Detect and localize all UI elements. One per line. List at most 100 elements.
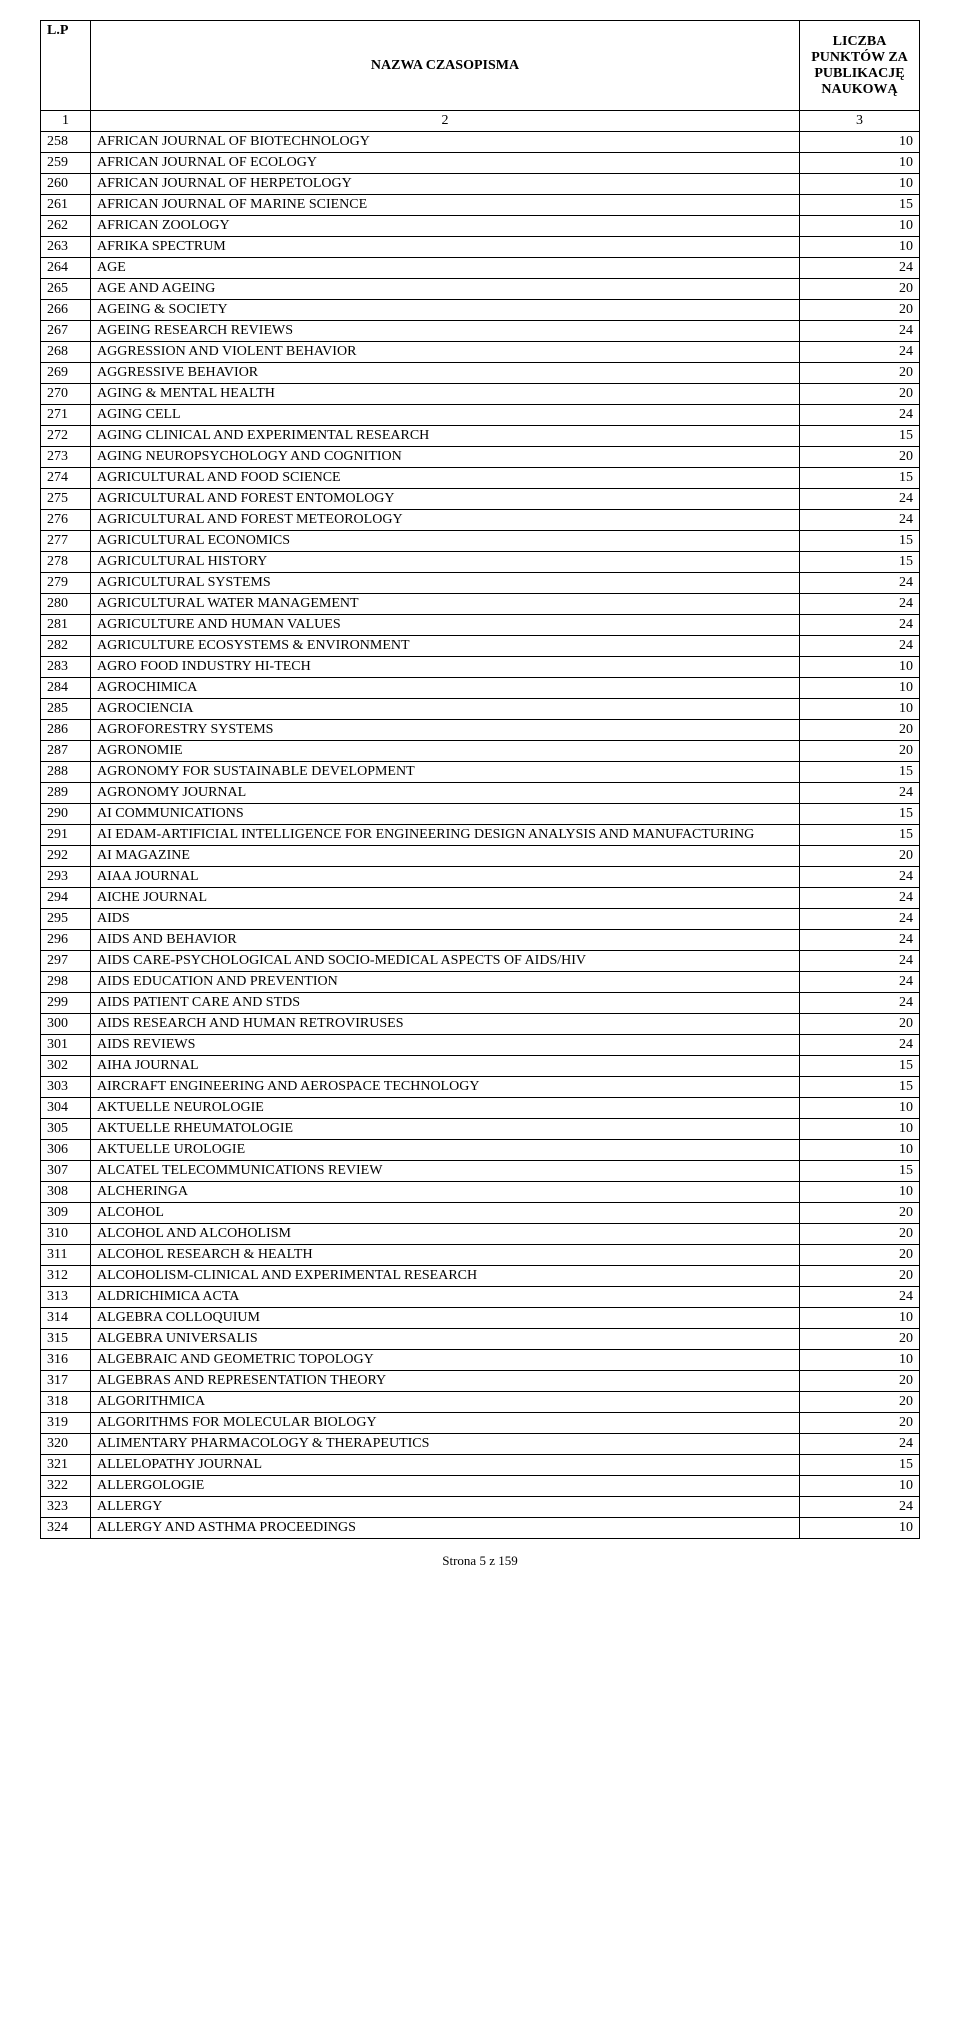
table-row: 319ALGORITHMS FOR MOLECULAR BIOLOGY20	[41, 1413, 920, 1434]
table-row: 313ALDRICHIMICA ACTA24	[41, 1287, 920, 1308]
journal-name: ALGORITHMICA	[91, 1392, 800, 1413]
row-number: 284	[41, 678, 91, 699]
points-value: 24	[800, 1497, 920, 1518]
points-value: 24	[800, 510, 920, 531]
row-number: 285	[41, 699, 91, 720]
points-value: 10	[800, 1308, 920, 1329]
table-row: 282AGRICULTURE ECOSYSTEMS & ENVIRONMENT2…	[41, 636, 920, 657]
points-value: 20	[800, 1392, 920, 1413]
table-row: 281AGRICULTURE AND HUMAN VALUES24	[41, 615, 920, 636]
journal-name: AGRICULTURAL AND FOREST METEOROLOGY	[91, 510, 800, 531]
row-number: 318	[41, 1392, 91, 1413]
row-number: 282	[41, 636, 91, 657]
points-value: 15	[800, 552, 920, 573]
row-number: 321	[41, 1455, 91, 1476]
journal-name: AIAA JOURNAL	[91, 867, 800, 888]
row-number: 306	[41, 1140, 91, 1161]
subhead-1: 1	[41, 111, 91, 132]
points-value: 10	[800, 216, 920, 237]
journal-name: AKTUELLE RHEUMATOLOGIE	[91, 1119, 800, 1140]
points-value: 24	[800, 888, 920, 909]
row-number: 291	[41, 825, 91, 846]
page-footer: Strona 5 z 159	[40, 1553, 920, 1569]
points-value: 24	[800, 342, 920, 363]
row-number: 286	[41, 720, 91, 741]
journal-name: AGGRESSIVE BEHAVIOR	[91, 363, 800, 384]
row-number: 295	[41, 909, 91, 930]
points-value: 20	[800, 279, 920, 300]
journal-name: AGRONOMIE	[91, 741, 800, 762]
journal-name: ALCOHOL	[91, 1203, 800, 1224]
points-value: 20	[800, 1266, 920, 1287]
journal-name: ALCHERINGA	[91, 1182, 800, 1203]
table-row: 260AFRICAN JOURNAL OF HERPETOLOGY10	[41, 174, 920, 195]
row-number: 280	[41, 594, 91, 615]
journal-name: ALLERGY AND ASTHMA PROCEEDINGS	[91, 1518, 800, 1539]
points-value: 15	[800, 531, 920, 552]
points-value: 24	[800, 615, 920, 636]
table-row: 264AGE24	[41, 258, 920, 279]
row-number: 292	[41, 846, 91, 867]
journal-name: AIDS EDUCATION AND PREVENTION	[91, 972, 800, 993]
table-row: 288AGRONOMY FOR SUSTAINABLE DEVELOPMENT1…	[41, 762, 920, 783]
points-value: 10	[800, 153, 920, 174]
table-row: 306AKTUELLE UROLOGIE10	[41, 1140, 920, 1161]
table-row: 311ALCOHOL RESEARCH & HEALTH20	[41, 1245, 920, 1266]
journal-name: AGE AND AGEING	[91, 279, 800, 300]
header-lp: L.P	[41, 21, 91, 111]
row-number: 258	[41, 132, 91, 153]
journal-name: AIDS AND BEHAVIOR	[91, 930, 800, 951]
row-number: 274	[41, 468, 91, 489]
points-value: 10	[800, 1119, 920, 1140]
row-number: 288	[41, 762, 91, 783]
table-row: 290AI COMMUNICATIONS15	[41, 804, 920, 825]
points-value: 24	[800, 636, 920, 657]
row-number: 314	[41, 1308, 91, 1329]
row-number: 262	[41, 216, 91, 237]
table-row: 301AIDS REVIEWS24	[41, 1035, 920, 1056]
table-row: 268AGGRESSION AND VIOLENT BEHAVIOR24	[41, 342, 920, 363]
points-value: 24	[800, 867, 920, 888]
row-number: 313	[41, 1287, 91, 1308]
table-row: 291AI EDAM-ARTIFICIAL INTELLIGENCE FOR E…	[41, 825, 920, 846]
table-row: 316ALGEBRAIC AND GEOMETRIC TOPOLOGY10	[41, 1350, 920, 1371]
table-row: 274AGRICULTURAL AND FOOD SCIENCE15	[41, 468, 920, 489]
journal-name: AIRCRAFT ENGINEERING AND AEROSPACE TECHN…	[91, 1077, 800, 1098]
journal-name: AI MAGAZINE	[91, 846, 800, 867]
journal-name: AIDS PATIENT CARE AND STDS	[91, 993, 800, 1014]
journal-name: AGING CELL	[91, 405, 800, 426]
points-value: 20	[800, 741, 920, 762]
journal-name: ALCOHOLISM-CLINICAL AND EXPERIMENTAL RES…	[91, 1266, 800, 1287]
points-value: 20	[800, 1245, 920, 1266]
table-row: 279AGRICULTURAL SYSTEMS24	[41, 573, 920, 594]
table-row: 280AGRICULTURAL WATER MANAGEMENT24	[41, 594, 920, 615]
points-value: 10	[800, 699, 920, 720]
table-row: 262AFRICAN ZOOLOGY10	[41, 216, 920, 237]
points-value: 20	[800, 1224, 920, 1245]
journal-name: AGRICULTURAL AND FOREST ENTOMOLOGY	[91, 489, 800, 510]
points-value: 24	[800, 1434, 920, 1455]
journal-name: AIDS CARE-PSYCHOLOGICAL AND SOCIO-MEDICA…	[91, 951, 800, 972]
points-value: 10	[800, 1518, 920, 1539]
points-value: 20	[800, 300, 920, 321]
table-row: 284AGROCHIMICA10	[41, 678, 920, 699]
table-row: 298AIDS EDUCATION AND PREVENTION24	[41, 972, 920, 993]
table-row: 309ALCOHOL20	[41, 1203, 920, 1224]
journal-name: AGE	[91, 258, 800, 279]
row-number: 320	[41, 1434, 91, 1455]
row-number: 268	[41, 342, 91, 363]
journal-name: ALCOHOL RESEARCH & HEALTH	[91, 1245, 800, 1266]
points-value: 20	[800, 447, 920, 468]
points-value: 24	[800, 993, 920, 1014]
table-row: 320ALIMENTARY PHARMACOLOGY & THERAPEUTIC…	[41, 1434, 920, 1455]
points-value: 24	[800, 489, 920, 510]
table-row: 289AGRONOMY JOURNAL24	[41, 783, 920, 804]
table-row: 261AFRICAN JOURNAL OF MARINE SCIENCE15	[41, 195, 920, 216]
row-number: 273	[41, 447, 91, 468]
points-value: 10	[800, 1098, 920, 1119]
journal-name: AKTUELLE NEUROLOGIE	[91, 1098, 800, 1119]
row-number: 272	[41, 426, 91, 447]
journal-name: AFRICAN JOURNAL OF ECOLOGY	[91, 153, 800, 174]
table-row: 266AGEING & SOCIETY20	[41, 300, 920, 321]
points-value: 24	[800, 783, 920, 804]
